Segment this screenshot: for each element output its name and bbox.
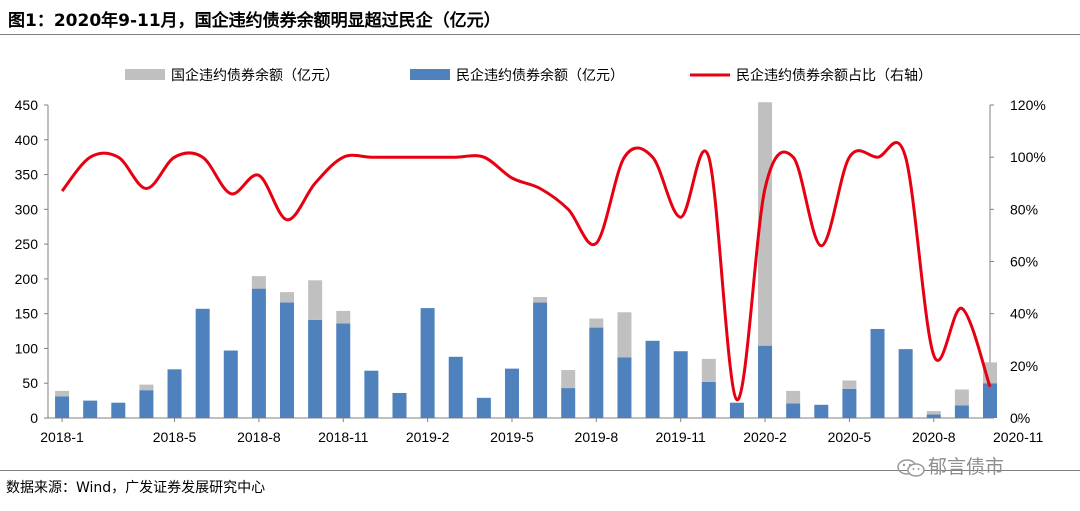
y-right-tick-label: 20% bbox=[1010, 358, 1038, 374]
x-tick-label: 2020-5 bbox=[828, 429, 872, 445]
bar-soe bbox=[786, 390, 801, 404]
bar-soe bbox=[336, 310, 351, 324]
bar-soe bbox=[758, 102, 773, 346]
bar-soe bbox=[251, 276, 266, 289]
bar-private bbox=[645, 340, 660, 418]
bar-private bbox=[55, 396, 70, 418]
y-left-tick-label: 450 bbox=[15, 97, 39, 113]
y-left-tick-label: 100 bbox=[15, 340, 39, 356]
bar-private bbox=[448, 356, 463, 418]
bar-private bbox=[364, 370, 379, 418]
wechat-icon bbox=[896, 458, 926, 478]
bar-soe bbox=[926, 411, 941, 415]
y-right-tick-label: 40% bbox=[1010, 306, 1038, 322]
bar-soe bbox=[139, 384, 154, 391]
x-tick-label: 2020-11 bbox=[993, 429, 1044, 445]
y-right-tick-label: 100% bbox=[1010, 149, 1046, 165]
figure-title: 图1：2020年9-11月，国企违约债券余额明显超过民企（亿元） bbox=[8, 11, 501, 31]
bar-private bbox=[420, 308, 435, 418]
bar-private bbox=[476, 397, 491, 418]
x-tick-label: 2018-11 bbox=[318, 429, 369, 445]
x-tick-label: 2019-8 bbox=[575, 429, 619, 445]
bar-private bbox=[561, 388, 576, 418]
legend-label-ratio: 民企违约债券余额占比（右轴） bbox=[736, 67, 932, 84]
x-tick-label: 2018-5 bbox=[153, 429, 197, 445]
x-tick-label: 2019-11 bbox=[656, 429, 707, 445]
chart: 0 50 100 150 200 250 300 350 400 450 0% 20% 40% 60% 80… bbox=[15, 67, 1046, 445]
bar-soe bbox=[308, 280, 323, 320]
y-left-tick-label: 350 bbox=[15, 167, 39, 183]
y-left-tick-label: 200 bbox=[15, 271, 39, 287]
bar-private bbox=[392, 392, 407, 418]
ratio-line bbox=[60, 140, 992, 402]
bar-private bbox=[504, 368, 519, 418]
bar-private bbox=[926, 414, 941, 418]
y-right-tick-label: 80% bbox=[1010, 201, 1038, 217]
x-tick-label: 2020-8 bbox=[912, 429, 956, 445]
title-divider bbox=[0, 34, 1080, 35]
bar-private bbox=[167, 369, 182, 418]
bar-soe bbox=[561, 370, 576, 389]
bar-private bbox=[983, 383, 997, 418]
bar-private bbox=[308, 319, 323, 418]
bar-private bbox=[336, 323, 351, 418]
y-left-tick-label: 50 bbox=[22, 375, 38, 391]
bar-soe bbox=[589, 318, 604, 328]
source-divider bbox=[0, 470, 1080, 471]
x-tick-label: 2018-8 bbox=[237, 429, 281, 445]
watermark: 郁言债市 bbox=[896, 452, 1004, 479]
bar-private bbox=[139, 390, 154, 418]
bar-private bbox=[814, 404, 829, 418]
source-note: 数据来源：Wind，广发证券发展研究中心 bbox=[6, 480, 266, 496]
bar-private bbox=[251, 288, 266, 418]
watermark-text: 郁言债市 bbox=[928, 456, 1005, 478]
y-left-tick-label: 0 bbox=[30, 410, 38, 426]
bar-soe bbox=[533, 296, 548, 303]
bar-soe bbox=[617, 312, 632, 358]
bar-private bbox=[842, 388, 857, 418]
bar-private bbox=[111, 402, 126, 418]
legend-label-soe: 国企违约债券余额（亿元） bbox=[171, 67, 339, 84]
bar-private bbox=[83, 400, 98, 418]
bar-private bbox=[758, 345, 773, 418]
x-tick-label: 2020-2 bbox=[743, 429, 787, 445]
bar-soe bbox=[701, 358, 716, 382]
y-right-tick-label: 120% bbox=[1010, 97, 1046, 113]
bar-soe bbox=[954, 389, 969, 406]
y-left-tick-label: 150 bbox=[15, 306, 39, 322]
y-right-tick-label: 60% bbox=[1010, 254, 1038, 270]
legend-label-private: 民企违约债券余额（亿元） bbox=[456, 67, 624, 84]
bar-private bbox=[533, 302, 548, 418]
bar-private bbox=[786, 403, 801, 418]
x-tick-label: 2019-5 bbox=[490, 429, 534, 445]
y-right-tick-label: 0% bbox=[1010, 410, 1030, 426]
bar-soe bbox=[55, 390, 70, 397]
y-left-tick-label: 300 bbox=[15, 201, 39, 217]
bar-private bbox=[589, 327, 604, 418]
bar-private bbox=[898, 349, 913, 418]
x-tick-label: 2018-1 bbox=[40, 429, 84, 445]
bar-private bbox=[195, 308, 210, 418]
bar-private bbox=[954, 405, 969, 418]
y-left-tick-label: 400 bbox=[15, 132, 39, 148]
y-left-tick-label: 250 bbox=[15, 236, 39, 252]
bar-soe bbox=[842, 380, 857, 389]
bar-private bbox=[729, 402, 744, 418]
legend-swatch-private bbox=[410, 69, 450, 80]
bar-private bbox=[870, 328, 885, 418]
bar-soe bbox=[280, 292, 295, 303]
x-tick-label: 2019-2 bbox=[406, 429, 450, 445]
bar-private bbox=[673, 351, 688, 418]
bar-private bbox=[280, 302, 295, 418]
bar-private bbox=[617, 357, 632, 418]
bar-private bbox=[223, 350, 238, 418]
legend-swatch-soe bbox=[125, 69, 165, 80]
bar-private bbox=[701, 381, 716, 418]
